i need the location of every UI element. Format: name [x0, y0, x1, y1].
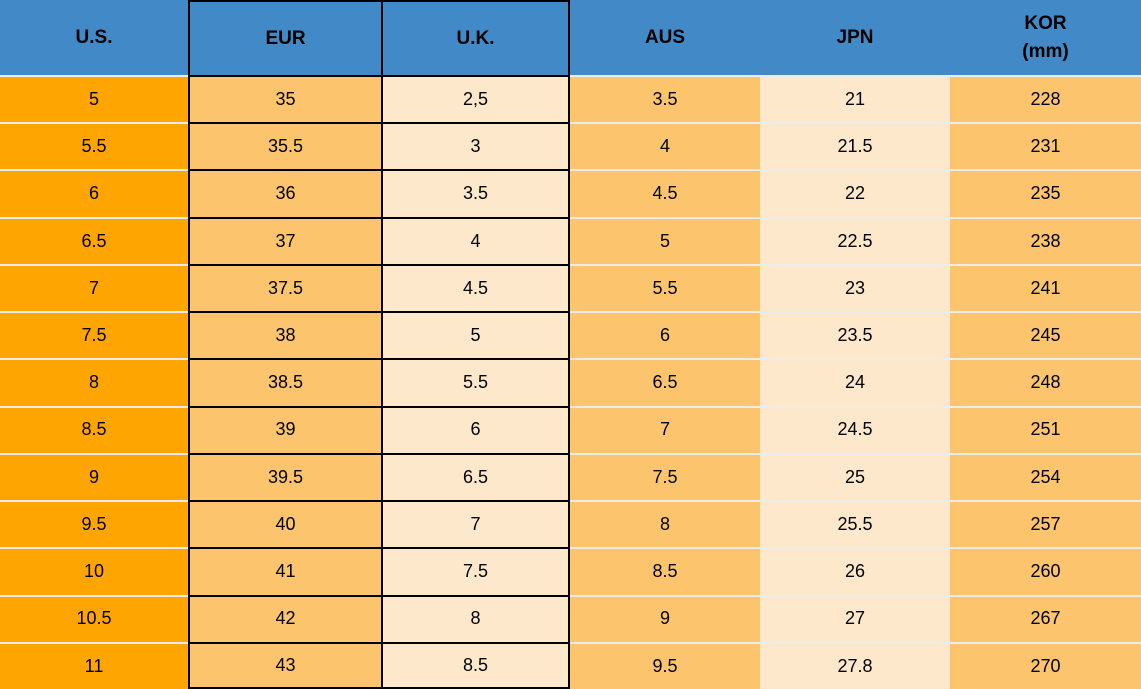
- header-cell-eur: EUR: [188, 0, 381, 75]
- cell-eur-r9: 40: [188, 500, 381, 548]
- cell-eur-r7: 39: [188, 405, 381, 453]
- cell-aus-r7: 7: [570, 405, 760, 453]
- cell-jpn-r10: 26: [760, 547, 950, 595]
- cell-kor-r2: 235: [950, 169, 1141, 217]
- cell-eur-r2: 36: [188, 169, 381, 217]
- cell-eur-r11: 42: [188, 594, 381, 642]
- cell-kor-r8: 254: [950, 452, 1141, 501]
- cell-aus-r1: 4: [570, 122, 760, 170]
- header-cell-us: U.S.: [0, 0, 188, 75]
- cell-kor-r5: 245: [950, 311, 1141, 359]
- header-cell-kor: KOR (mm): [950, 0, 1141, 75]
- cell-uk-r7: 6: [381, 405, 570, 453]
- cell-us-r3: 6.5: [0, 216, 188, 264]
- cell-aus-r4: 5.5: [570, 263, 760, 312]
- cell-eur-r4: 37.5: [188, 263, 381, 312]
- header-label: U.K.: [456, 27, 495, 49]
- cell-aus-r11: 9: [570, 594, 760, 642]
- header-label: JPN: [836, 26, 874, 48]
- cell-kor-r9: 257: [950, 500, 1141, 548]
- cell-aus-r8: 7.5: [570, 452, 760, 501]
- cell-eur-r6: 38.5: [188, 358, 381, 406]
- cell-kor-r6: 248: [950, 358, 1141, 406]
- cell-uk-r5: 5: [381, 311, 570, 359]
- cell-eur-r3: 37: [188, 216, 381, 264]
- cell-jpn-r11: 27: [760, 594, 950, 642]
- cell-jpn-r2: 22: [760, 169, 950, 217]
- cell-jpn-r8: 25: [760, 452, 950, 501]
- header-sublabel: (mm): [1022, 40, 1069, 62]
- cell-uk-r10: 7.5: [381, 547, 570, 595]
- cell-us-r11: 10.5: [0, 594, 188, 642]
- cell-us-r1: 5.5: [0, 122, 188, 170]
- cell-kor-r10: 260: [950, 547, 1141, 595]
- cell-us-r8: 9: [0, 452, 188, 501]
- cell-jpn-r7: 24.5: [760, 405, 950, 453]
- cell-us-r7: 8.5: [0, 405, 188, 453]
- cell-kor-r11: 267: [950, 594, 1141, 642]
- cell-kor-r3: 238: [950, 216, 1141, 264]
- cell-kor-r12: 270: [950, 641, 1141, 689]
- cell-aus-r9: 8: [570, 500, 760, 548]
- cell-kor-r7: 251: [950, 405, 1141, 453]
- cell-us-r9: 9.5: [0, 500, 188, 548]
- cell-eur-r12: 43: [188, 641, 381, 689]
- header-cell-uk: U.K.: [381, 0, 570, 75]
- header-label: U.S.: [75, 26, 113, 48]
- cell-jpn-r6: 24: [760, 358, 950, 406]
- cell-jpn-r4: 23: [760, 263, 950, 312]
- cell-uk-r1: 3: [381, 122, 570, 170]
- header-label: AUS: [644, 26, 686, 48]
- cell-aus-r3: 5: [570, 216, 760, 264]
- cell-aus-r0: 3.5: [570, 75, 760, 123]
- cell-aus-r6: 6.5: [570, 358, 760, 406]
- cell-us-r10: 10: [0, 547, 188, 595]
- cell-aus-r10: 8.5: [570, 547, 760, 595]
- cell-aus-r5: 6: [570, 311, 760, 359]
- cell-eur-r1: 35.5: [188, 122, 381, 170]
- cell-eur-r5: 38: [188, 311, 381, 359]
- cell-jpn-r12: 27.8: [760, 641, 950, 689]
- cell-uk-r2: 3.5: [381, 169, 570, 217]
- cell-jpn-r0: 21: [760, 75, 950, 123]
- cell-us-r4: 7: [0, 263, 188, 312]
- header-label: KOR: [1024, 12, 1067, 34]
- cell-jpn-r1: 21.5: [760, 122, 950, 170]
- cell-jpn-r3: 22.5: [760, 216, 950, 264]
- cell-uk-r11: 8: [381, 594, 570, 642]
- cell-kor-r4: 241: [950, 263, 1141, 312]
- cell-us-r5: 7.5: [0, 311, 188, 359]
- cell-kor-r1: 231: [950, 122, 1141, 170]
- cell-jpn-r5: 23.5: [760, 311, 950, 359]
- cell-uk-r8: 6.5: [381, 452, 570, 501]
- cell-uk-r3: 4: [381, 216, 570, 264]
- cell-uk-r4: 4.5: [381, 263, 570, 312]
- cell-us-r6: 8: [0, 358, 188, 406]
- header-cell-jpn: JPN: [760, 0, 950, 75]
- cell-us-r0: 5: [0, 75, 188, 123]
- cell-us-r12: 11: [0, 641, 188, 689]
- cell-eur-r8: 39.5: [188, 452, 381, 501]
- cell-aus-r12: 9.5: [570, 641, 760, 689]
- cell-eur-r0: 35: [188, 75, 381, 123]
- cell-jpn-r9: 25.5: [760, 500, 950, 548]
- cell-uk-r6: 5.5: [381, 358, 570, 406]
- cell-eur-r10: 41: [188, 547, 381, 595]
- cell-uk-r12: 8.5: [381, 641, 570, 689]
- header-label: EUR: [265, 27, 306, 49]
- header-cell-aus: AUS: [570, 0, 760, 75]
- cell-uk-r9: 7: [381, 500, 570, 548]
- cell-aus-r2: 4.5: [570, 169, 760, 217]
- cell-uk-r0: 2,5: [381, 75, 570, 123]
- cell-us-r2: 6: [0, 169, 188, 217]
- cell-kor-r0: 228: [950, 75, 1141, 123]
